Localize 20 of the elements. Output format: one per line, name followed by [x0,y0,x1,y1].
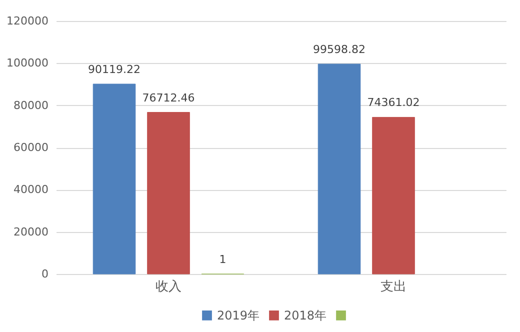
y-tick-label: 60000 [14,141,48,154]
bar [147,112,190,274]
y-tick-label: 120000 [6,14,48,28]
y-tick-label: 0 [42,268,48,280]
data-label: 99598.82 [313,43,366,56]
data-label: 1 [219,253,226,266]
data-label: 90119.22 [88,63,141,76]
bar [318,64,361,274]
data-label: 74361.02 [367,96,420,110]
bar [372,116,415,274]
y-tick-label: 40000 [14,183,48,196]
y-tick-label: 20000 [14,225,48,238]
y-tick-label: 100000 [6,56,48,70]
y-tick-label: 80000 [14,98,48,112]
legend-label: 2018年 [284,308,327,322]
x-tick-label: 支出 [380,280,406,294]
legend-label: 2019年 [217,308,260,322]
bar [92,84,136,274]
data-label: 76712.46 [142,91,195,104]
x-tick-label: 收入 [156,280,182,294]
